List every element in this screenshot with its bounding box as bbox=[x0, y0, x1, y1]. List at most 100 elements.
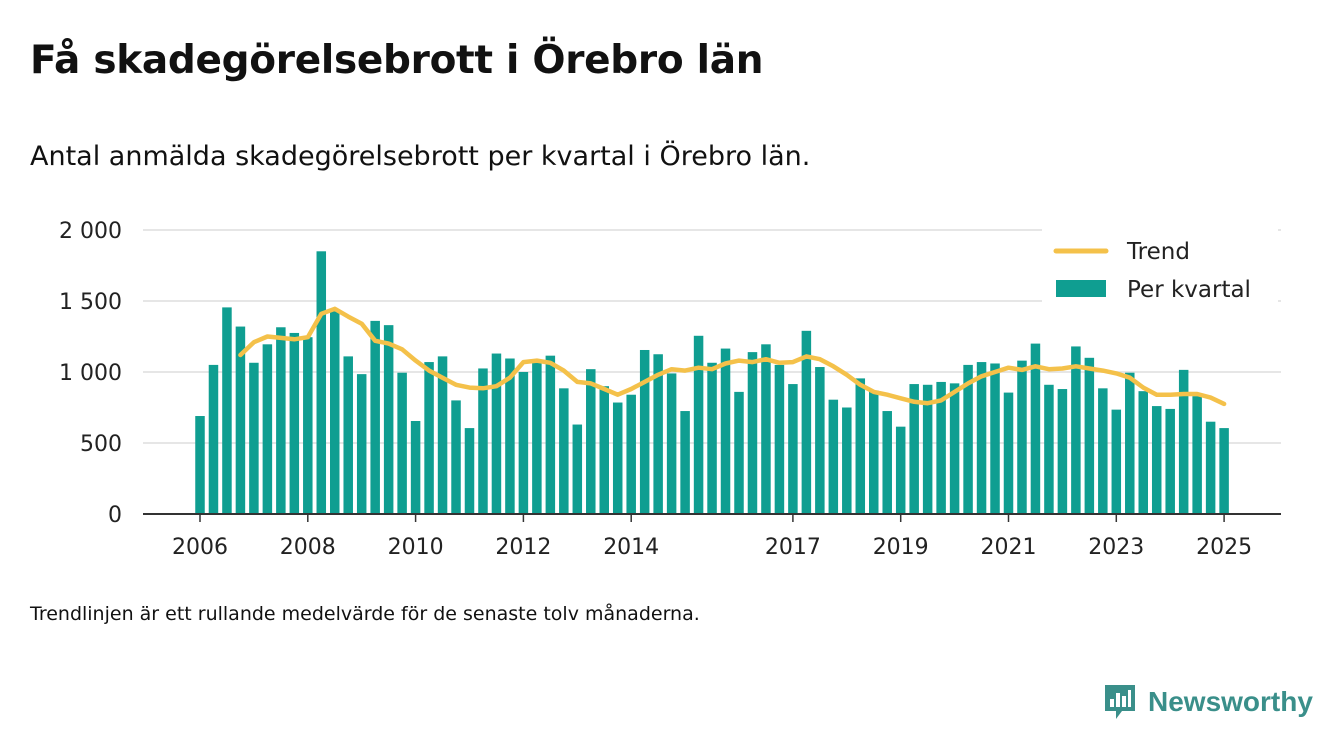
chart-title: Få skadegörelsebrott i Örebro län bbox=[30, 38, 764, 83]
bar bbox=[1044, 384, 1054, 514]
bar bbox=[949, 383, 960, 514]
bar bbox=[249, 362, 259, 514]
bar-series bbox=[195, 251, 1229, 515]
bar bbox=[235, 326, 246, 514]
bar bbox=[437, 356, 448, 514]
bar bbox=[693, 335, 704, 514]
bar bbox=[303, 337, 313, 514]
bar bbox=[356, 374, 367, 514]
bar bbox=[262, 344, 273, 514]
bar bbox=[828, 399, 839, 514]
bar bbox=[383, 325, 394, 514]
bar bbox=[1098, 388, 1108, 514]
bar bbox=[491, 353, 502, 514]
bar bbox=[936, 381, 946, 514]
bar bbox=[545, 355, 556, 514]
x-tick-label: 2025 bbox=[1196, 535, 1252, 560]
bar bbox=[734, 391, 744, 514]
bar-chart: 0 500 1 000 1 500 2 000 2006 2008 2010 2012 2014 2… bbox=[59, 219, 1281, 560]
bar bbox=[990, 363, 1000, 514]
bar bbox=[842, 407, 852, 514]
axes: 0 500 1 000 1 500 2 000 2006 2008 2010 2012 2014 2… bbox=[59, 219, 1281, 560]
legend: Trend Per kvartal bbox=[1042, 226, 1278, 308]
bar bbox=[572, 424, 583, 514]
bar bbox=[599, 386, 609, 514]
x-tick-label: 2021 bbox=[981, 535, 1037, 560]
bar bbox=[451, 400, 461, 514]
bar bbox=[788, 384, 798, 514]
trend-line bbox=[238, 306, 1227, 407]
bar bbox=[1003, 392, 1014, 514]
bar bbox=[680, 411, 690, 514]
bar bbox=[801, 330, 812, 514]
bar bbox=[963, 364, 973, 514]
legend-bar-swatch bbox=[1056, 280, 1106, 297]
bar bbox=[330, 310, 340, 514]
bar bbox=[586, 369, 596, 514]
bar bbox=[343, 356, 353, 514]
footnote: Trendlinjen är ett rullande medelvärde f… bbox=[30, 603, 700, 625]
bar bbox=[478, 368, 488, 514]
bar bbox=[1205, 421, 1216, 514]
bar bbox=[1057, 389, 1068, 514]
bar bbox=[922, 384, 933, 514]
bar bbox=[1178, 369, 1189, 514]
bar bbox=[410, 420, 421, 514]
chart-subtitle: Antal anmälda skadegörelsebrott per kvar… bbox=[30, 141, 811, 172]
bar bbox=[1165, 408, 1175, 514]
bar bbox=[505, 358, 515, 514]
bar bbox=[276, 327, 286, 514]
x-tick-label: 2006 bbox=[172, 535, 228, 560]
x-tick-label: 2008 bbox=[280, 535, 336, 560]
bar bbox=[1125, 372, 1135, 514]
x-tick-label: 2012 bbox=[495, 535, 551, 560]
brand-name: Newsworthy bbox=[1148, 686, 1313, 717]
bar bbox=[1017, 360, 1027, 514]
x-tick-label: 2014 bbox=[603, 535, 659, 560]
bar bbox=[1111, 409, 1122, 514]
y-tick-label: 0 bbox=[108, 503, 122, 528]
bar bbox=[626, 394, 636, 514]
x-tick-label: 2010 bbox=[388, 535, 444, 560]
y-tick-label: 1 000 bbox=[59, 361, 122, 386]
y-tick-label: 1 500 bbox=[59, 290, 122, 315]
bar bbox=[909, 384, 919, 514]
bar bbox=[1071, 346, 1081, 514]
bar bbox=[855, 378, 866, 514]
bar bbox=[1138, 391, 1148, 514]
bar bbox=[1219, 428, 1229, 514]
x-tick-label: 2019 bbox=[873, 535, 929, 560]
bar bbox=[397, 372, 407, 514]
y-tick-label: 500 bbox=[80, 432, 122, 457]
y-tick-label: 2 000 bbox=[59, 219, 122, 244]
newsworthy-logo-icon bbox=[1105, 685, 1135, 719]
bar bbox=[720, 348, 731, 514]
bar bbox=[639, 349, 650, 514]
bar bbox=[869, 390, 879, 514]
bar bbox=[653, 354, 663, 514]
bar bbox=[1151, 406, 1162, 514]
bar bbox=[815, 367, 825, 514]
x-tick-label: 2023 bbox=[1088, 535, 1144, 560]
bar bbox=[976, 362, 987, 514]
bar bbox=[195, 416, 205, 514]
legend-trend-label: Trend bbox=[1126, 239, 1190, 265]
brand-logo[interactable]: Newsworthy bbox=[1102, 682, 1313, 722]
bar bbox=[559, 388, 569, 514]
bar bbox=[289, 332, 300, 514]
bar bbox=[666, 373, 677, 514]
bar bbox=[518, 372, 529, 514]
x-tick-label: 2017 bbox=[765, 535, 821, 560]
bar bbox=[464, 428, 475, 514]
bar bbox=[1084, 357, 1095, 514]
bar bbox=[747, 352, 758, 514]
legend-bar-label: Per kvartal bbox=[1127, 277, 1251, 303]
bar bbox=[1192, 396, 1202, 514]
bar bbox=[370, 320, 380, 514]
bar bbox=[424, 362, 434, 514]
bar bbox=[532, 362, 542, 514]
bar bbox=[895, 426, 906, 514]
bar bbox=[1030, 343, 1041, 514]
bar bbox=[612, 402, 623, 514]
trend-series bbox=[238, 306, 1227, 407]
